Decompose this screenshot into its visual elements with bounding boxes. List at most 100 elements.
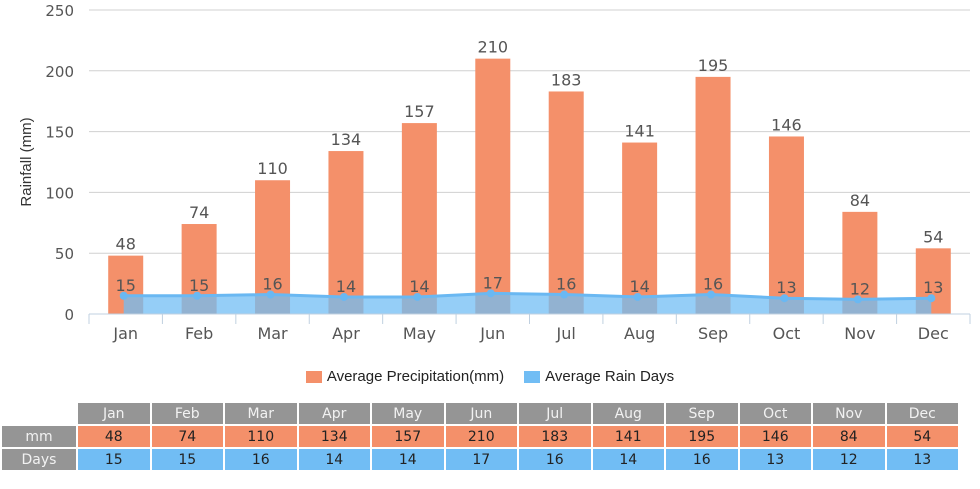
- precipitation-bar[interactable]: [548, 91, 584, 314]
- precipitation-value-label: 84: [850, 191, 870, 210]
- y-tick-label: 150: [45, 124, 74, 142]
- table-cell-days: 13: [739, 449, 811, 470]
- table-header-cell: Oct: [739, 403, 811, 424]
- legend-item-rain-days[interactable]: Average Rain Days: [524, 368, 674, 385]
- rain-days-point[interactable]: [560, 290, 569, 299]
- table-header-cell: Dec: [886, 403, 958, 424]
- table-cell-mm: 157: [372, 426, 444, 447]
- precipitation-bar[interactable]: [401, 123, 437, 314]
- rain-days-value-label: 15: [116, 276, 136, 295]
- y-tick-label: 200: [45, 63, 74, 81]
- precipitation-value-label: 210: [478, 38, 509, 57]
- x-tick-label: Feb: [185, 324, 213, 343]
- table-header-cell: Jan: [78, 403, 150, 424]
- table-cell-mm: 110: [225, 426, 297, 447]
- precipitation-value-label: 110: [257, 159, 288, 178]
- table-header-cell: Sep: [666, 403, 738, 424]
- rain-days-point[interactable]: [780, 294, 789, 303]
- y-axis-label: Rainfall (mm): [18, 117, 35, 206]
- rain-days-point[interactable]: [486, 289, 495, 298]
- table-corner: [2, 403, 76, 424]
- precipitation-value-label: 157: [404, 102, 435, 121]
- legend: Average Precipitation(mm) Average Rain D…: [0, 368, 980, 385]
- rain-days-point[interactable]: [413, 292, 422, 301]
- precipitation-bar[interactable]: [695, 76, 731, 314]
- legend-swatch-precipitation: [305, 370, 322, 383]
- rain-days-point[interactable]: [119, 291, 128, 300]
- x-axis: Jan Feb Mar Apr May Jun Jul Aug Sep Oct Nov Dec: [88, 313, 971, 343]
- table-cell-mm: 48: [78, 426, 150, 447]
- x-tick-label: Aug: [624, 324, 655, 343]
- table-cell-mm: 210: [445, 426, 517, 447]
- x-tick-label: Sep: [698, 324, 728, 343]
- rain-days-value-label: 16: [262, 275, 282, 294]
- rain-days-value-label: 13: [776, 278, 796, 297]
- table-header-cell: Jul: [519, 403, 591, 424]
- y-tick-label: 100: [45, 184, 74, 202]
- y-tick-label: 0: [64, 306, 74, 324]
- precipitation-value-label: 195: [698, 56, 729, 75]
- x-tick-label: Jun: [479, 324, 505, 343]
- data-table: Jan Feb Mar Apr May Jun Jul Aug Sep Oct Nov Dec mm 4…: [0, 401, 960, 472]
- rain-days-value-label: 14: [336, 277, 356, 296]
- rain-days-area: [119, 289, 936, 314]
- table-cell-mm: 195: [666, 426, 738, 447]
- table-header-cell: Aug: [592, 403, 664, 424]
- rain-days-point[interactable]: [266, 290, 275, 299]
- y-tick-label: 50: [55, 245, 74, 263]
- table-cell-days: 16: [225, 449, 297, 470]
- precipitation-value-label: 183: [551, 70, 582, 89]
- legend-label-rain-days: Average Rain Days: [545, 368, 675, 385]
- rain-days-value-label: 16: [556, 275, 576, 294]
- rain-days-area-fill: [123, 293, 932, 314]
- rain-days-value-label: 14: [409, 277, 429, 296]
- table-cell-days: 16: [666, 449, 738, 470]
- precipitation-bar[interactable]: [622, 142, 658, 314]
- rain-days-line: [123, 291, 932, 301]
- precipitation-value-label: 134: [331, 130, 362, 149]
- x-tick-label: Apr: [332, 324, 360, 343]
- rain-days-point[interactable]: [853, 295, 862, 304]
- precipitation-value-label: 146: [771, 115, 802, 134]
- rain-days-value-label: 17: [483, 273, 503, 292]
- table-row-mm: mm 48 74 110 134 157 210 183 141 195 146 84 54: [2, 426, 958, 447]
- x-tick-label: Mar: [257, 324, 288, 343]
- table-cell-days: 14: [372, 449, 444, 470]
- table-header-cell: May: [372, 403, 444, 424]
- legend-label-precipitation: Average Precipitation(mm): [326, 368, 505, 385]
- table-cell-mm: 84: [813, 426, 885, 447]
- table-row-days: Days 15 15 16 14 14 17 16 14 16 13 12 13: [2, 449, 958, 470]
- table-header-cell: Apr: [298, 403, 370, 424]
- precipitation-bars: [108, 58, 951, 314]
- y-axis-ticks: 0 50 100 150 200 250: [45, 2, 74, 324]
- rain-days-point[interactable]: [339, 292, 348, 301]
- precipitation-bar[interactable]: [475, 58, 511, 314]
- table-header-cell: Jun: [445, 403, 517, 424]
- x-tick-label: Nov: [844, 324, 875, 343]
- x-tick-label: Jan: [112, 324, 138, 343]
- x-tick-label: Jul: [556, 324, 576, 343]
- x-tick-label: Oct: [773, 324, 801, 343]
- table-cell-days: 15: [78, 449, 150, 470]
- table-cell-days: 17: [445, 449, 517, 470]
- rain-days-value-label: 13: [923, 278, 943, 297]
- precipitation-value-label: 48: [116, 235, 136, 254]
- table-cell-mm: 146: [739, 426, 811, 447]
- table-cell-mm: 134: [298, 426, 370, 447]
- rain-days-value-label: 15: [189, 276, 209, 295]
- rain-days-point[interactable]: [193, 291, 202, 300]
- rain-days-point[interactable]: [927, 294, 936, 303]
- rain-days-point[interactable]: [633, 292, 642, 301]
- precipitation-bar[interactable]: [328, 151, 364, 314]
- table-header-row: Jan Feb Mar Apr May Jun Jul Aug Sep Oct Nov Dec: [2, 403, 958, 424]
- rain-days-point[interactable]: [707, 290, 716, 299]
- rain-days-labels: 15 15 16 14 14 17 16 14 16 13 12 13: [116, 273, 944, 298]
- precipitation-value-label: 54: [923, 227, 943, 246]
- table-cell-mm: 74: [151, 426, 223, 447]
- rain-days-value-label: 16: [703, 275, 723, 294]
- table-cell-mm: 141: [592, 426, 664, 447]
- legend-swatch-rain-days: [524, 370, 541, 383]
- legend-item-precipitation[interactable]: Average Precipitation(mm): [305, 368, 505, 385]
- precipitation-bar[interactable]: [768, 136, 804, 314]
